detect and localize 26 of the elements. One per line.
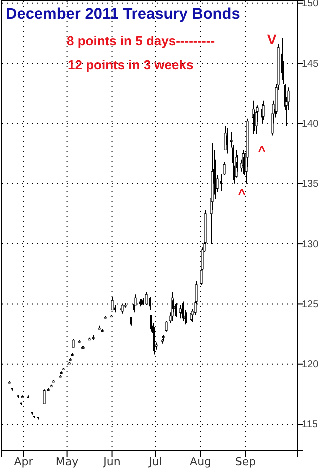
y-tick-label: 120 — [302, 360, 320, 371]
candlestick — [224, 126, 227, 151]
annotation: ^ — [258, 143, 266, 158]
annotation: ^ — [238, 186, 246, 202]
x-tick-label: Aug — [190, 456, 212, 468]
y-tick-label: 115 — [302, 420, 318, 431]
annotation: 8 points in 5 days--------- — [67, 33, 216, 48]
candlestick — [145, 292, 148, 306]
y-tick-label: 140 — [302, 118, 320, 130]
y-tick-label: 150 — [302, 0, 320, 10]
candlestick — [179, 304, 182, 320]
x-tick-label: Sep — [235, 456, 256, 468]
annotation: V — [267, 32, 278, 48]
y-tick-label: 145 — [302, 58, 320, 70]
y-tick-label: 135 — [302, 179, 320, 190]
annotation: 12 points in 3 weeks — [68, 57, 194, 72]
x-tick-label: May — [56, 456, 80, 468]
chart-title: December 2011 Treasury Bonds — [6, 6, 240, 23]
y-tick-label: 125 — [302, 299, 320, 310]
candlestick — [223, 162, 226, 176]
candlestick — [165, 320, 168, 332]
x-tick-label: Jul — [148, 456, 162, 468]
x-tick-label: Apr — [14, 456, 34, 468]
y-tick-label: 130 — [302, 239, 320, 250]
candlestick — [43, 389, 46, 405]
x-tick-label: Jun — [102, 456, 121, 468]
